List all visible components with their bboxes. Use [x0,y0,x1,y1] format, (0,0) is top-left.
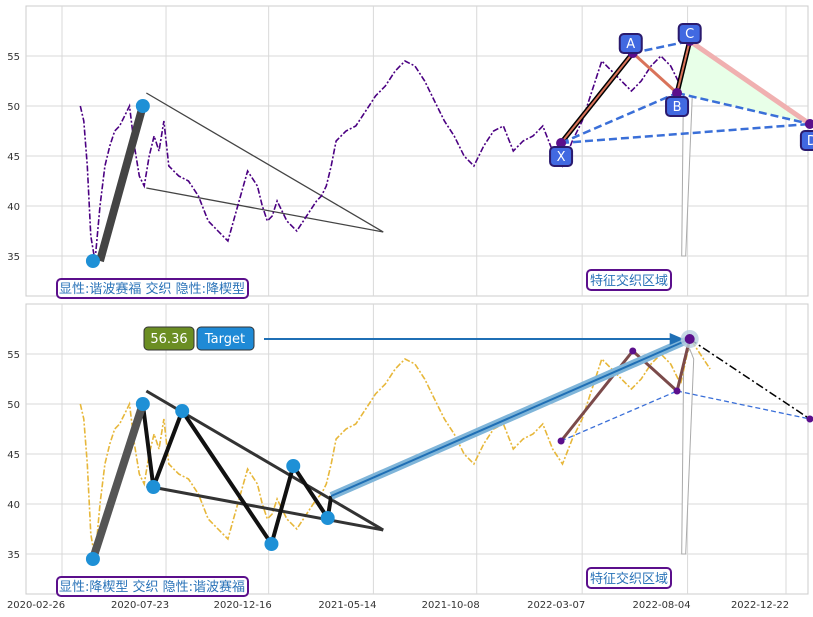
top-price-series [79,38,711,262]
harmonic-point-d: D [799,119,813,151]
x-tick-label: 2020-07-23 [111,600,169,611]
harmonic-dot [673,387,681,395]
x-tick-label: 2022-08-04 [633,600,691,611]
top-annotation-right-text: 特征交织区域 [590,273,668,289]
target-arrow-line [330,338,691,497]
top-grid [26,6,808,296]
y-tick-label: 40 [7,202,20,213]
harmonic-point-b: B [665,88,690,117]
bottom-target-arrow [264,330,699,500]
triangle-line [146,187,384,233]
harmonic-dashed-link [560,122,810,145]
harmonic-label-box [677,23,702,44]
top-annotation-left: 显性:谐波赛福 交织 隐性:降楔型 [56,278,249,299]
harmonic-dashed-link [560,390,678,442]
y-tick-label: 50 [7,102,20,113]
impulse-line [96,104,147,263]
harmonic-label: X [557,150,566,165]
harmonic-point-x: X [549,138,574,167]
bottom-annotation-left-text: 显性:降楔型 交织 隐性:谐波赛福 [59,579,245,595]
harmonic-point-a: A [618,33,643,58]
harmonic-label: D [807,134,813,149]
y-tick-label: 35 [7,252,20,263]
zigzag-point [175,404,190,418]
harmonic-label: C [685,27,694,42]
harmonic-point-c: C [677,23,702,46]
x-tick-label: 2020-02-26 [7,600,65,611]
bottom-grid [26,304,808,594]
bottom-plot-area [25,303,809,595]
harmonic-label: B [673,100,682,115]
top-triangle-lines [146,92,384,233]
target-value-box: 56.36 [143,326,195,351]
top-plot-area [25,5,809,297]
top-y-ticks: 35 40 45 50 55 [7,52,20,263]
y-tick-label: 35 [7,550,20,561]
zigzag-point [264,537,279,551]
x-tick-label: 2021-10-08 [422,600,480,611]
y-tick-label: 55 [7,350,20,361]
harmonic-label-box [799,130,813,151]
harmonic-dot [806,415,813,423]
bottom-price-series [79,336,711,560]
y-tick-label: 55 [7,52,20,63]
bottom-annotation-left: 显性:降楔型 交织 隐性:谐波赛福 [56,576,249,597]
pivot-point [85,254,100,268]
harmonic-dot [556,138,567,148]
harmonic-dashed-link [676,390,811,420]
y-tick-label: 40 [7,500,20,511]
top-harmonic-pattern: X A B C D [549,23,813,167]
target-label-box: Target [196,326,255,351]
bottom-x-ticks: 2020-02-26 2020-07-23 2020-12-16 2021-05-14… [7,600,789,611]
harmonic-dot [804,119,813,129]
target-dot [684,334,695,344]
feature-region-marker [681,347,695,555]
harmonic-label-box [549,146,574,167]
target-value: 56.36 [150,332,187,347]
harmonic-leg-ab [631,51,679,95]
zigzag-impulse [89,402,147,561]
harmonic-dot [629,347,637,355]
harmonic-dot [557,437,565,445]
harmonic-leg-xa-inner [560,52,634,144]
zigzag-point [320,511,335,525]
x-tick-label: 2022-12-22 [731,600,789,611]
bottom-panel: 35 40 45 50 55 2020-02-26 2020-07-23 2020-12-1… [7,303,813,611]
bottom-annotation-right-text: 特征交织区域 [590,571,668,587]
zigzag-point [85,552,100,566]
y-tick-label: 50 [7,400,20,411]
bottom-annotation-right: 特征交织区域 [586,567,672,589]
harmonic-dot [672,88,683,98]
triangle-line [146,92,384,233]
top-annotation-right: 特征交织区域 [586,269,672,291]
bottom-y-ticks: 35 40 45 50 55 [7,350,20,561]
x-tick-label: 2020-12-16 [214,600,272,611]
harmonic-leg-cd [688,38,812,127]
target-label: Target [204,332,245,347]
x-tick-label: 2022-03-07 [527,600,585,611]
harmonic-label: A [626,37,635,52]
top-points [85,99,150,268]
y-tick-label: 45 [7,152,20,163]
pivot-point [135,99,150,113]
x-tick-label: 2021-05-14 [318,600,376,611]
triangle-line [146,484,384,532]
zigzag-point [146,480,161,494]
zigzag-point [135,397,150,411]
harmonic-label-box [665,96,690,117]
top-impulse-line [96,104,147,263]
y-tick-label: 45 [7,450,20,461]
top-panel: 35 40 45 50 55 X A B C D 显性:谐波赛福 交织 隐性:降楔型 特征交织区… [7,5,813,299]
bottom-zigzag [85,397,335,566]
harmonic-leg-bc-inner [676,40,691,94]
bottom-feature-region [681,347,695,555]
top-annotation-left-text: 显性:谐波赛福 交织 隐性:降楔型 [59,281,245,297]
harmonic-label-box [618,33,643,54]
zigzag-point [286,459,301,473]
zigzag-path [90,403,334,560]
harmonic-dashed-link [676,91,811,126]
harmonic-dashed-link [560,91,678,145]
